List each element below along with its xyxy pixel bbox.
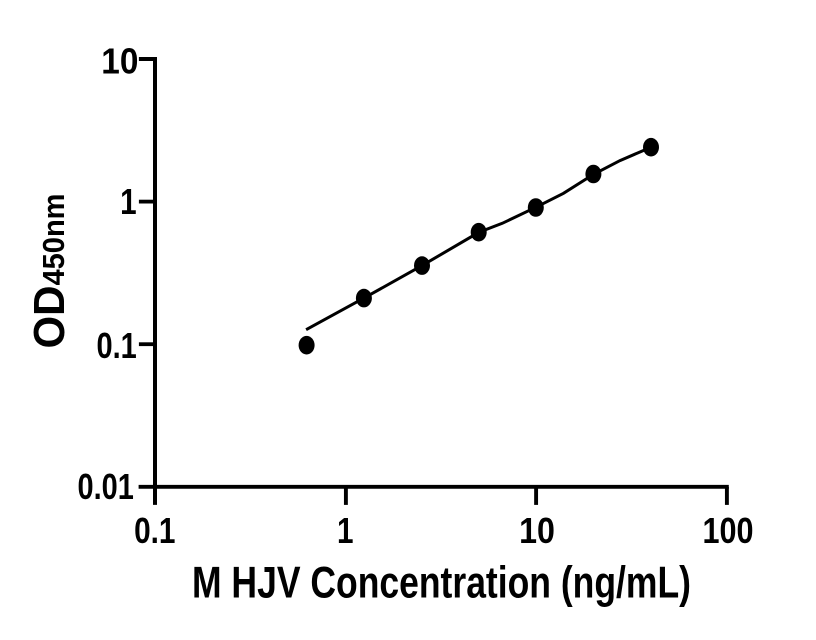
svg-text:10: 10: [101, 40, 138, 81]
svg-text:M HJV Concentration (ng/mL): M HJV Concentration (ng/mL): [192, 559, 691, 608]
svg-text:OD450nm: OD450nm: [25, 194, 74, 349]
svg-text:1: 1: [120, 181, 137, 222]
svg-text:0.1: 0.1: [134, 510, 175, 551]
svg-text:0.01: 0.01: [78, 466, 134, 507]
svg-text:100: 100: [703, 510, 754, 551]
svg-text:10: 10: [519, 510, 555, 551]
svg-text:1: 1: [337, 510, 354, 551]
svg-text:0.1: 0.1: [97, 325, 137, 366]
